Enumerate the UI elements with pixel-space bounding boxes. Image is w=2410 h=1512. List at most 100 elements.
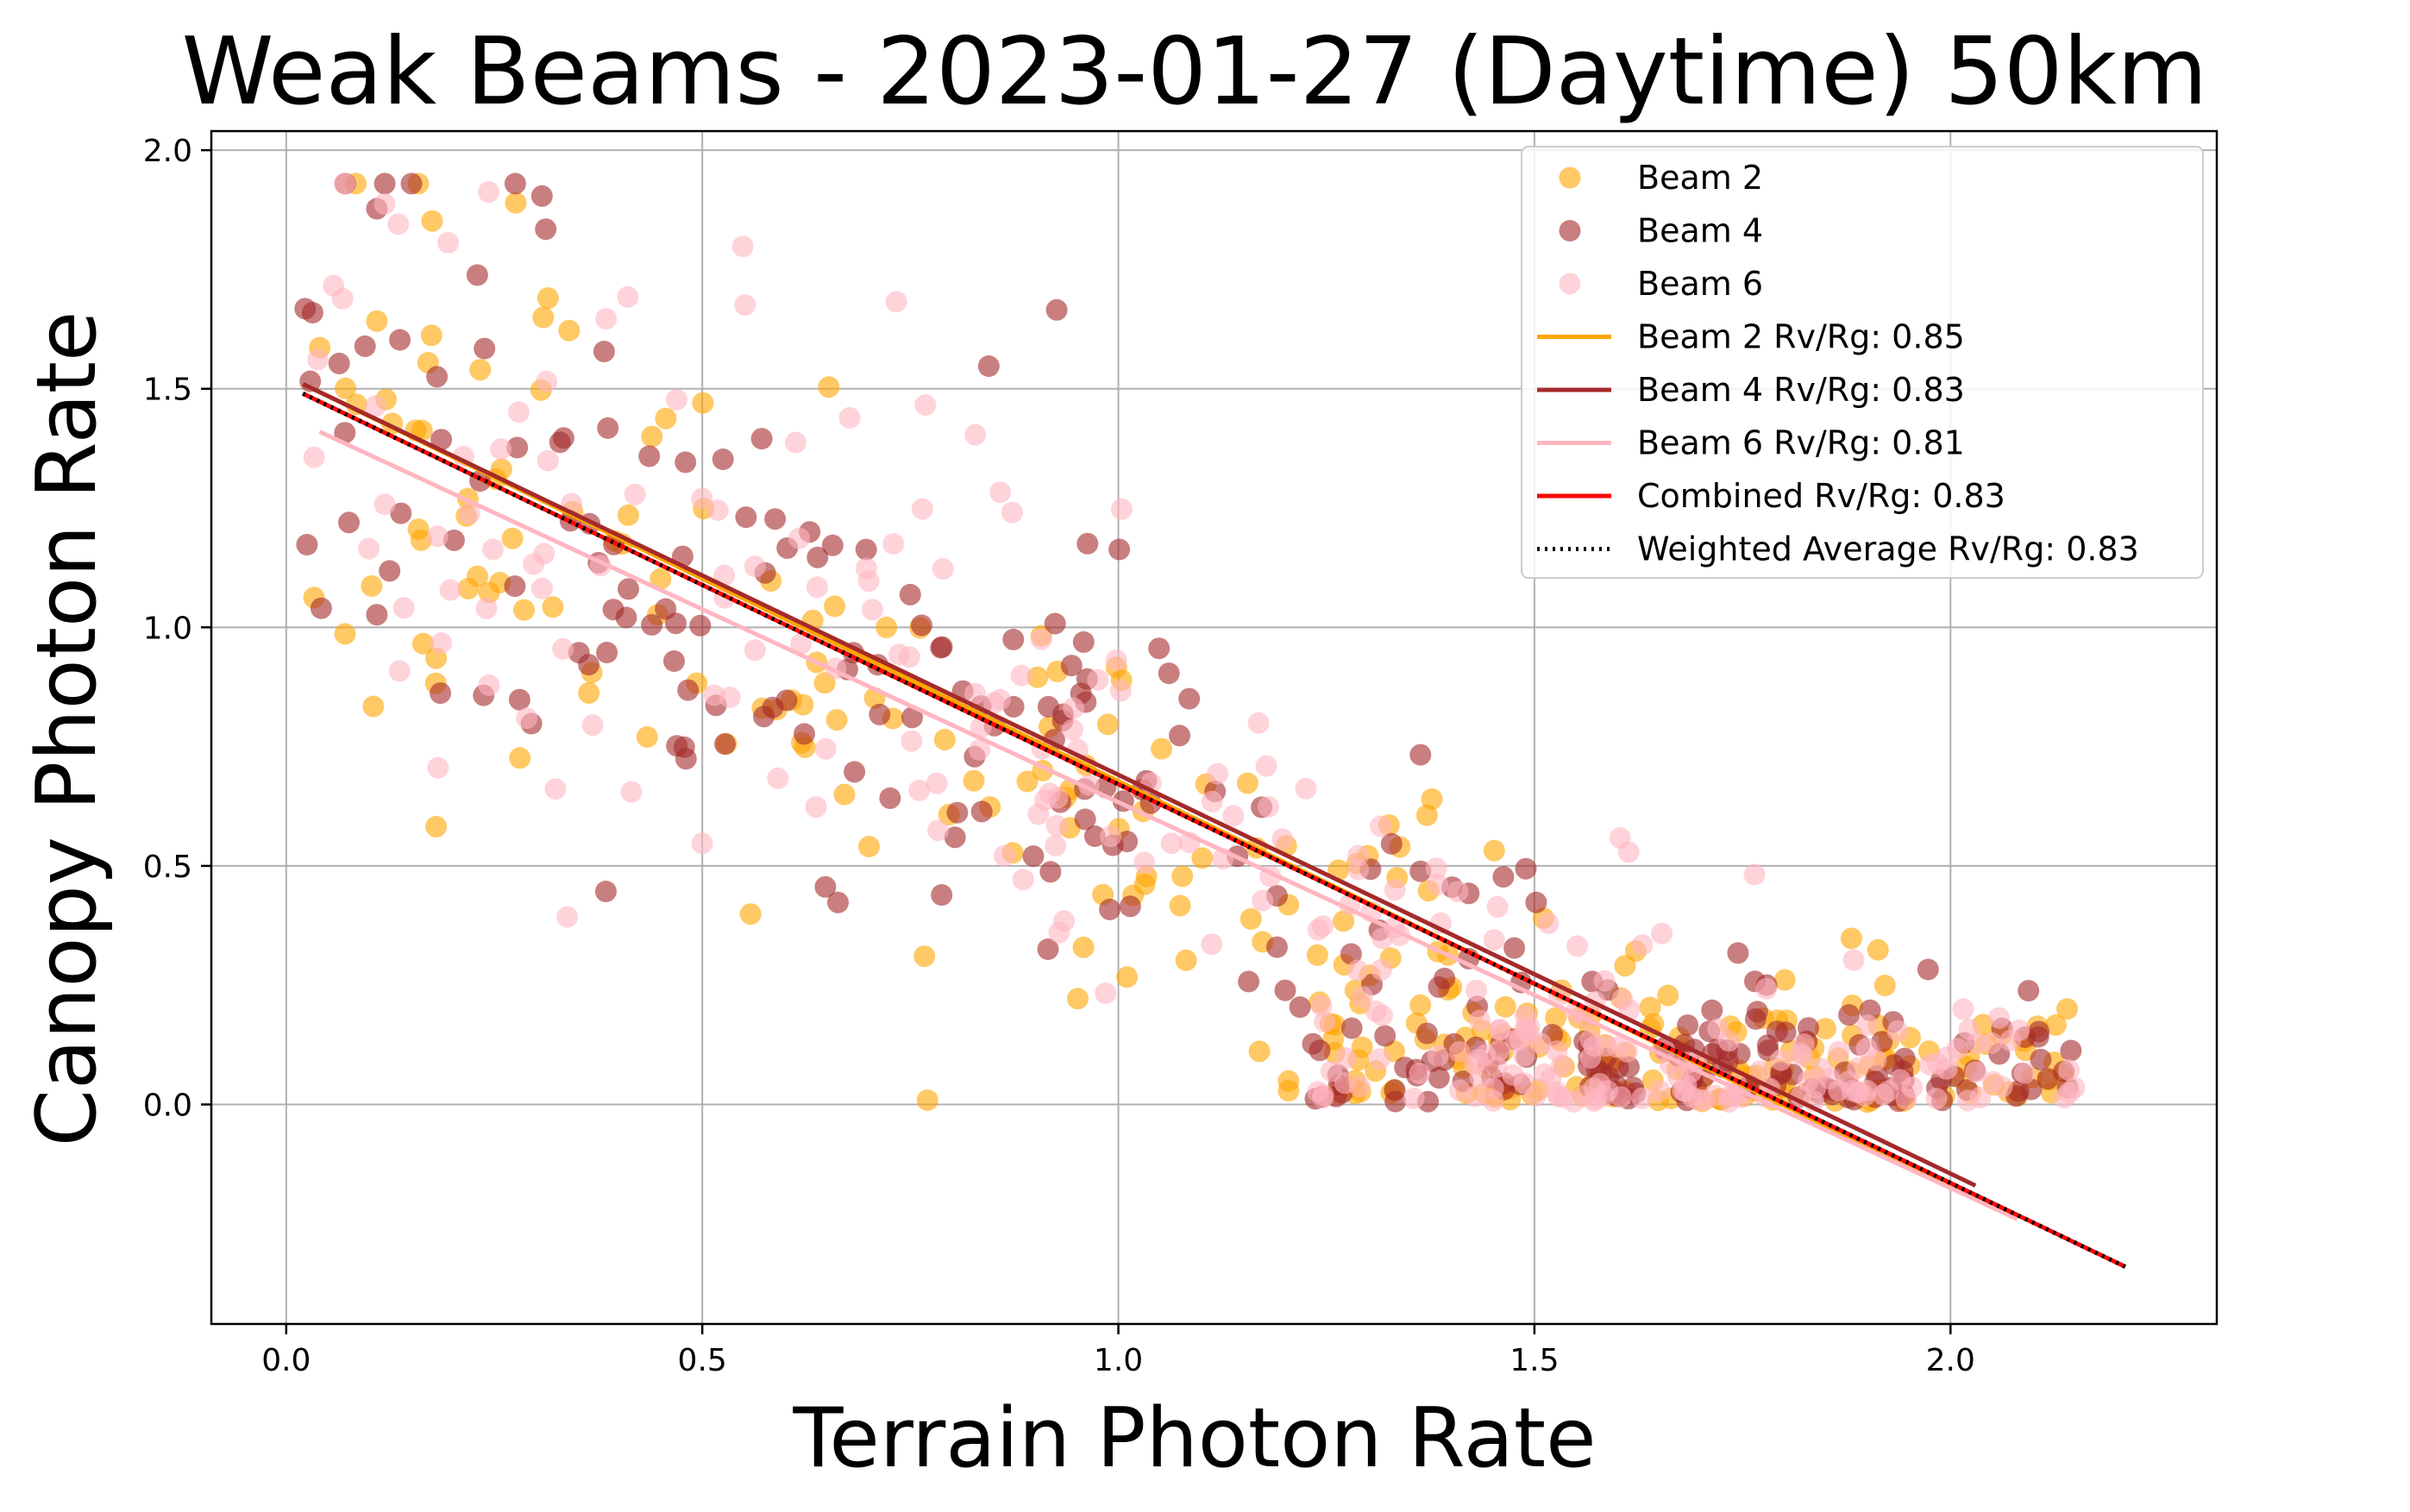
data-point	[1151, 737, 1173, 760]
data-point	[926, 772, 948, 794]
y-tick-label: 2.0	[143, 134, 192, 169]
data-point	[1222, 805, 1245, 827]
data-point	[490, 438, 512, 461]
data-point	[977, 355, 1000, 377]
legend-label: Beam 6	[1637, 265, 1763, 303]
legend-marker-1	[1559, 166, 1581, 189]
data-point	[1841, 1079, 1863, 1101]
legend-label: Beam 2	[1637, 159, 1763, 197]
data-point	[1648, 1080, 1671, 1101]
data-point	[1108, 538, 1131, 561]
data-point	[1062, 718, 1083, 741]
data-point	[2058, 1059, 2081, 1082]
data-point	[457, 577, 480, 599]
data-point	[1309, 1039, 1331, 1062]
data-point	[1063, 697, 1085, 719]
data-point	[1856, 1014, 1879, 1036]
data-point	[373, 493, 396, 516]
legend: Beam 2 Beam 4 Beam 6 Beam 2 Rv/Rg: 0.85 Beam…	[1521, 146, 2204, 579]
data-point	[818, 376, 840, 398]
data-point	[389, 329, 411, 351]
data-point	[911, 614, 932, 637]
data-point	[1886, 1020, 1909, 1042]
data-point	[1207, 762, 1228, 785]
data-point	[898, 646, 920, 668]
data-point	[844, 761, 866, 783]
data-point	[392, 597, 415, 619]
data-point	[1925, 1088, 1948, 1109]
data-point	[1370, 958, 1392, 981]
data-point	[1307, 1081, 1329, 1103]
data-point	[2060, 1039, 2082, 1062]
data-point	[578, 681, 600, 704]
data-point	[1030, 628, 1052, 650]
data-point	[1611, 988, 1634, 1010]
data-point	[1012, 869, 1034, 891]
data-point	[427, 756, 449, 779]
data-point	[1374, 1025, 1396, 1047]
data-point	[478, 181, 500, 204]
data-point	[964, 682, 986, 705]
data-point	[666, 388, 687, 411]
data-point	[1579, 1047, 1602, 1069]
data-point	[969, 739, 991, 761]
data-point	[764, 508, 787, 530]
data-point	[739, 903, 762, 925]
data-point	[1346, 959, 1369, 982]
data-point	[1351, 986, 1373, 1008]
data-point	[1524, 1084, 1547, 1107]
data-point	[1169, 894, 1191, 917]
data-point	[964, 423, 987, 446]
data-point	[2020, 1078, 2043, 1101]
data-point	[1347, 844, 1370, 867]
data-point	[1257, 795, 1279, 818]
data-point	[1099, 898, 1121, 920]
data-point	[638, 445, 661, 467]
data-point	[469, 359, 492, 381]
data-point	[362, 695, 385, 718]
data-point	[1428, 976, 1450, 998]
data-point	[1037, 938, 1059, 960]
data-point	[1277, 1070, 1300, 1092]
data-point	[641, 613, 663, 636]
data-point	[328, 352, 350, 374]
data-point	[1045, 835, 1067, 856]
data-point	[516, 707, 538, 729]
data-point	[478, 674, 500, 696]
data-point	[556, 906, 579, 928]
data-point	[1380, 832, 1403, 855]
data-point	[1811, 1057, 1833, 1080]
data-point	[1956, 1089, 1979, 1112]
data-point	[1515, 857, 1537, 880]
data-point	[805, 796, 827, 819]
data-point	[1514, 1005, 1536, 1027]
data-point	[932, 558, 954, 580]
legend-label: Beam 6 Rv/Rg: 0.81	[1637, 424, 1965, 462]
data-point	[1688, 1089, 1710, 1111]
data-point	[714, 733, 736, 756]
data-point	[1546, 1040, 1568, 1063]
data-point	[1053, 910, 1076, 932]
data-point	[366, 310, 388, 332]
data-point	[1333, 910, 1355, 932]
data-point	[1464, 1085, 1486, 1107]
data-point	[1074, 808, 1096, 831]
data-point	[1116, 831, 1139, 853]
y-tick-label: 1.0	[143, 611, 192, 646]
data-point	[1384, 879, 1406, 901]
data-point	[1773, 969, 1796, 991]
legend-label: Weighted Average Rv/Rg: 0.83	[1637, 530, 2139, 568]
data-point	[335, 377, 357, 399]
data-point	[908, 779, 931, 801]
data-point	[410, 529, 432, 551]
data-point	[338, 511, 360, 534]
data-point	[1503, 937, 1526, 959]
data-point	[1545, 1007, 1567, 1029]
data-point	[458, 502, 480, 524]
data-point	[482, 538, 504, 561]
data-point	[1579, 1028, 1602, 1051]
data-point	[821, 534, 844, 556]
data-point	[596, 642, 618, 663]
data-point	[750, 428, 773, 450]
